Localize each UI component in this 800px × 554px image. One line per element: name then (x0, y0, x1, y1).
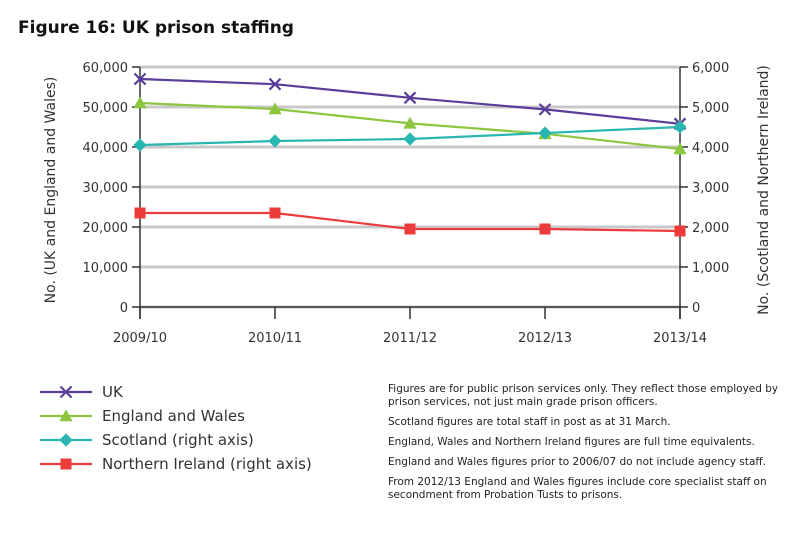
left-tick-label: 10,000 (83, 261, 129, 276)
right-tick-label: 6,000 (692, 61, 729, 76)
triangle-marker (268, 102, 282, 115)
legend-label: Northern Ireland (right axis) (102, 455, 312, 473)
right-tick-label: 5,000 (692, 101, 729, 116)
series-scotland-right-axis (133, 120, 687, 152)
left-tick-label: 40,000 (83, 141, 129, 156)
left-axis-title: No. (UK and England and Wales) (43, 77, 59, 304)
legend-label: UK (102, 383, 123, 401)
x-tick-label: 2011/12 (383, 331, 437, 346)
legend-item: Northern Ireland (right axis) (38, 452, 358, 476)
diamond-marker (673, 120, 687, 134)
x-marker (403, 91, 417, 105)
series-lines (133, 72, 687, 237)
triangle-marker (403, 116, 417, 129)
legend-label: England and Wales (102, 407, 245, 425)
diamond-marker (133, 138, 147, 152)
triangle-marker (133, 96, 147, 109)
x-marker (268, 77, 282, 91)
note: England, Wales and Northern Ireland figu… (388, 436, 755, 448)
square-marker (404, 223, 416, 235)
right-tick-label: 4,000 (692, 141, 729, 156)
triangle-marker (59, 409, 73, 422)
x-tick-label: 2013/14 (653, 331, 707, 346)
legend-swatch (40, 458, 92, 470)
legend-item: UK (38, 380, 358, 404)
right-tick-label: 0 (692, 301, 700, 316)
left-tick-label: 0 (120, 301, 128, 316)
note: Figures are for public prison services o… (388, 383, 779, 408)
left-tick-label: 30,000 (83, 181, 129, 196)
square-marker (674, 225, 686, 237)
x-marker (133, 72, 147, 86)
legend: UK England and Wales Scotland (right axis)… (38, 380, 358, 476)
note: From 2012/13 England and Wales figures i… (388, 476, 767, 501)
legend-swatch (40, 385, 92, 399)
right-tick-label: 2,000 (692, 221, 729, 236)
left-axis-ticks: 0 10,000 20,000 30,000 40,000 50,000 60,000 (83, 61, 129, 316)
right-tick-label: 1,000 (692, 261, 729, 276)
left-tick-label: 60,000 (83, 61, 129, 76)
note: Scotland figures are total staff in post… (388, 416, 671, 428)
legend-swatch (40, 433, 92, 447)
x-marker (538, 103, 552, 116)
triangle-marker (673, 142, 687, 155)
chart: 0 10,000 20,000 30,000 40,000 50,000 60,000 0 1… (43, 61, 772, 346)
right-axis-ticks: 0 1,000 2,000 3,000 4,000 5,000 6,000 (692, 61, 729, 316)
square-marker (539, 223, 551, 235)
axes (132, 66, 688, 319)
notes: Figures are for public prison services o… (388, 383, 788, 509)
right-tick-label: 3,000 (692, 181, 729, 196)
left-tick-label: 50,000 (83, 101, 129, 116)
note: England and Wales figures prior to 2006/… (388, 456, 766, 468)
x-tick-label: 2010/11 (248, 331, 302, 346)
square-marker (60, 458, 72, 470)
square-marker (134, 207, 146, 219)
x-axis-ticks: 2009/10 2010/11 2011/12 2012/13 2013/14 (113, 331, 707, 346)
legend-item: England and Wales (38, 404, 358, 428)
x-tick-label: 2009/10 (113, 331, 167, 346)
right-axis-title: No. (Scotland and Northern Ireland) (756, 65, 772, 315)
diamond-marker (59, 433, 73, 447)
square-marker (269, 207, 281, 219)
series-northern-ireland-right-axis (134, 207, 686, 237)
x-marker (59, 385, 73, 399)
left-tick-label: 20,000 (83, 221, 129, 236)
legend-swatch (40, 409, 92, 422)
legend-label: Scotland (right axis) (102, 431, 254, 449)
diamond-marker (403, 132, 417, 146)
legend-item: Scotland (right axis) (38, 428, 358, 452)
chart-title: Figure 16: UK prison staffing (18, 18, 294, 38)
gridlines (140, 65, 680, 309)
x-tick-label: 2012/13 (518, 331, 572, 346)
diamond-marker (538, 126, 552, 140)
diamond-marker (268, 134, 282, 148)
